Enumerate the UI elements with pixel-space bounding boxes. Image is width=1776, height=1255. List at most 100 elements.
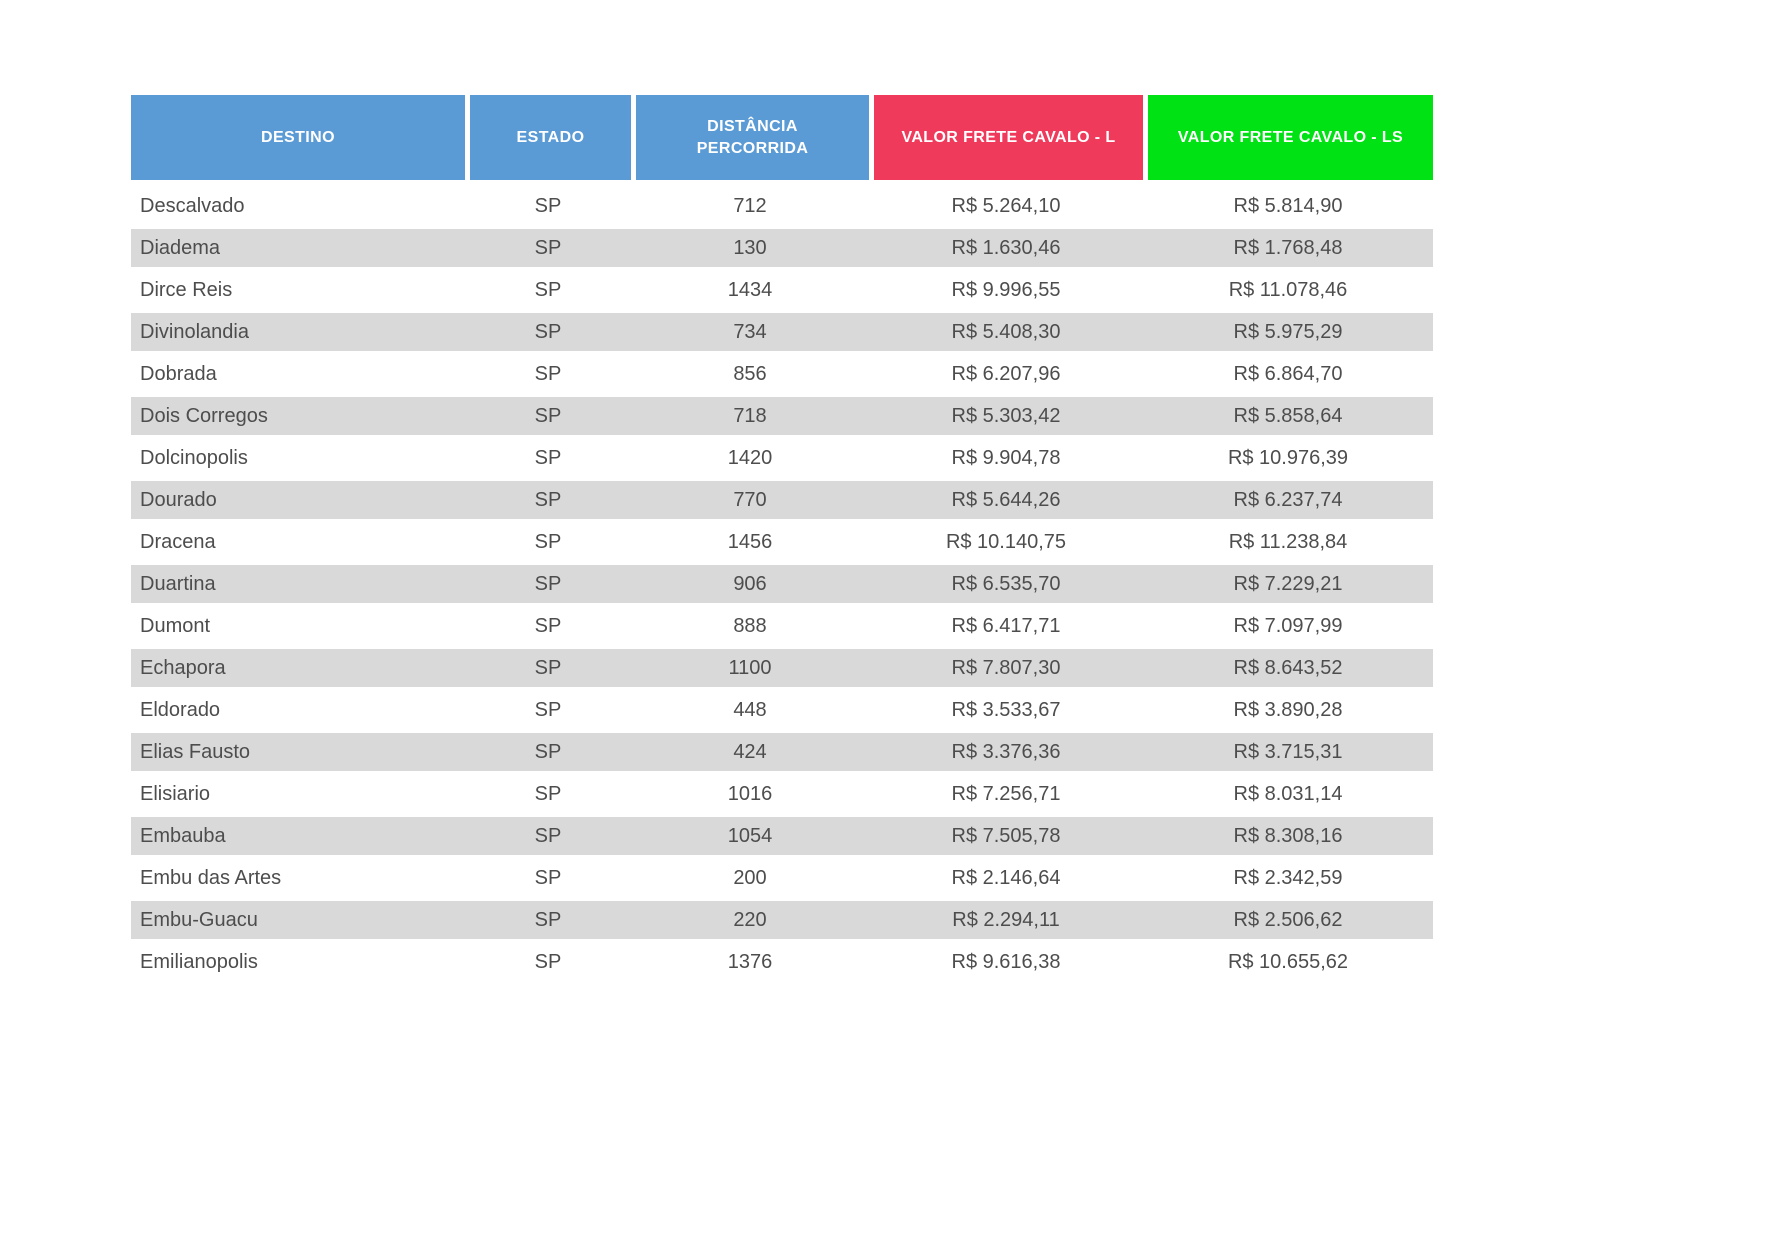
- freight-price-table: DESTINO ESTADO DISTÂNCIA PERCORRIDA VALO…: [131, 95, 1433, 983]
- cell-valor-ls: R$ 5.814,90: [1143, 185, 1433, 227]
- cell-estado: SP: [465, 857, 631, 899]
- cell-estado: SP: [465, 899, 631, 941]
- cell-valor-l: R$ 5.303,42: [869, 395, 1143, 437]
- cell-valor-l: R$ 6.535,70: [869, 563, 1143, 605]
- cell-distancia: 1420: [631, 437, 869, 479]
- cell-distancia: 734: [631, 311, 869, 353]
- cell-valor-ls: R$ 11.078,46: [1143, 269, 1433, 311]
- cell-destino: Embauba: [131, 815, 465, 857]
- cell-valor-ls: R$ 2.342,59: [1143, 857, 1433, 899]
- cell-valor-l: R$ 2.146,64: [869, 857, 1143, 899]
- cell-estado: SP: [465, 185, 631, 227]
- cell-estado: SP: [465, 311, 631, 353]
- cell-distancia: 220: [631, 899, 869, 941]
- cell-valor-l: R$ 1.630,46: [869, 227, 1143, 269]
- table-row: Diadema SP 130 R$ 1.630,46 R$ 1.768,48: [131, 227, 1433, 269]
- table-row: Divinolandia SP 734 R$ 5.408,30 R$ 5.975…: [131, 311, 1433, 353]
- table-row: Emilianopolis SP 1376 R$ 9.616,38 R$ 10.…: [131, 941, 1433, 983]
- cell-distancia: 906: [631, 563, 869, 605]
- cell-distancia: 1376: [631, 941, 869, 983]
- cell-distancia: 1054: [631, 815, 869, 857]
- header-valor-frete-cavalo-ls: VALOR FRETE CAVALO - LS: [1143, 95, 1433, 185]
- cell-distancia: 1434: [631, 269, 869, 311]
- cell-estado: SP: [465, 563, 631, 605]
- cell-estado: SP: [465, 815, 631, 857]
- table-row: Elias Fausto SP 424 R$ 3.376,36 R$ 3.715…: [131, 731, 1433, 773]
- cell-valor-l: R$ 3.376,36: [869, 731, 1143, 773]
- cell-valor-ls: R$ 6.237,74: [1143, 479, 1433, 521]
- cell-valor-ls: R$ 5.975,29: [1143, 311, 1433, 353]
- cell-destino: Eldorado: [131, 689, 465, 731]
- cell-distancia: 1456: [631, 521, 869, 563]
- table-body: Descalvado SP 712 R$ 5.264,10 R$ 5.814,9…: [131, 185, 1433, 983]
- table-row: Dobrada SP 856 R$ 6.207,96 R$ 6.864,70: [131, 353, 1433, 395]
- cell-valor-l: R$ 6.207,96: [869, 353, 1143, 395]
- header-valor-frete-cavalo-l: VALOR FRETE CAVALO - L: [869, 95, 1143, 185]
- table-row: Echapora SP 1100 R$ 7.807,30 R$ 8.643,52: [131, 647, 1433, 689]
- cell-valor-ls: R$ 5.858,64: [1143, 395, 1433, 437]
- cell-valor-l: R$ 5.644,26: [869, 479, 1143, 521]
- cell-destino: Dracena: [131, 521, 465, 563]
- cell-estado: SP: [465, 941, 631, 983]
- cell-valor-l: R$ 5.408,30: [869, 311, 1143, 353]
- cell-destino: Dumont: [131, 605, 465, 647]
- cell-valor-l: R$ 7.505,78: [869, 815, 1143, 857]
- cell-destino: Elias Fausto: [131, 731, 465, 773]
- table-row: Dracena SP 1456 R$ 10.140,75 R$ 11.238,8…: [131, 521, 1433, 563]
- table-row: Embauba SP 1054 R$ 7.505,78 R$ 8.308,16: [131, 815, 1433, 857]
- cell-destino: Echapora: [131, 647, 465, 689]
- table-row: Dourado SP 770 R$ 5.644,26 R$ 6.237,74: [131, 479, 1433, 521]
- cell-valor-ls: R$ 10.976,39: [1143, 437, 1433, 479]
- cell-destino: Dois Corregos: [131, 395, 465, 437]
- cell-destino: Dourado: [131, 479, 465, 521]
- table-row: Dois Corregos SP 718 R$ 5.303,42 R$ 5.85…: [131, 395, 1433, 437]
- table-row: Elisiario SP 1016 R$ 7.256,71 R$ 8.031,1…: [131, 773, 1433, 815]
- table-row: Embu das Artes SP 200 R$ 2.146,64 R$ 2.3…: [131, 857, 1433, 899]
- table-row: Duartina SP 906 R$ 6.535,70 R$ 7.229,21: [131, 563, 1433, 605]
- cell-valor-ls: R$ 3.890,28: [1143, 689, 1433, 731]
- cell-distancia: 770: [631, 479, 869, 521]
- cell-valor-l: R$ 9.616,38: [869, 941, 1143, 983]
- cell-estado: SP: [465, 773, 631, 815]
- cell-destino: Descalvado: [131, 185, 465, 227]
- cell-estado: SP: [465, 521, 631, 563]
- cell-distancia: 888: [631, 605, 869, 647]
- cell-valor-ls: R$ 8.643,52: [1143, 647, 1433, 689]
- cell-destino: Divinolandia: [131, 311, 465, 353]
- table-row: Embu-Guacu SP 220 R$ 2.294,11 R$ 2.506,6…: [131, 899, 1433, 941]
- cell-valor-ls: R$ 2.506,62: [1143, 899, 1433, 941]
- cell-valor-l: R$ 2.294,11: [869, 899, 1143, 941]
- cell-estado: SP: [465, 227, 631, 269]
- cell-destino: Diadema: [131, 227, 465, 269]
- cell-valor-l: R$ 10.140,75: [869, 521, 1143, 563]
- cell-valor-ls: R$ 10.655,62: [1143, 941, 1433, 983]
- cell-valor-ls: R$ 11.238,84: [1143, 521, 1433, 563]
- cell-distancia: 1100: [631, 647, 869, 689]
- cell-estado: SP: [465, 437, 631, 479]
- cell-valor-ls: R$ 8.031,14: [1143, 773, 1433, 815]
- cell-distancia: 1016: [631, 773, 869, 815]
- cell-valor-l: R$ 5.264,10: [869, 185, 1143, 227]
- table-row: Dumont SP 888 R$ 6.417,71 R$ 7.097,99: [131, 605, 1433, 647]
- cell-valor-ls: R$ 7.097,99: [1143, 605, 1433, 647]
- cell-estado: SP: [465, 689, 631, 731]
- cell-distancia: 200: [631, 857, 869, 899]
- table-row: Dirce Reis SP 1434 R$ 9.996,55 R$ 11.078…: [131, 269, 1433, 311]
- cell-destino: Duartina: [131, 563, 465, 605]
- cell-estado: SP: [465, 269, 631, 311]
- cell-valor-l: R$ 9.904,78: [869, 437, 1143, 479]
- table-row: Descalvado SP 712 R$ 5.264,10 R$ 5.814,9…: [131, 185, 1433, 227]
- cell-distancia: 718: [631, 395, 869, 437]
- cell-distancia: 130: [631, 227, 869, 269]
- cell-destino: Dobrada: [131, 353, 465, 395]
- header-estado: ESTADO: [465, 95, 631, 185]
- table-row: Eldorado SP 448 R$ 3.533,67 R$ 3.890,28: [131, 689, 1433, 731]
- cell-distancia: 448: [631, 689, 869, 731]
- cell-estado: SP: [465, 647, 631, 689]
- cell-estado: SP: [465, 479, 631, 521]
- cell-valor-ls: R$ 6.864,70: [1143, 353, 1433, 395]
- cell-destino: Elisiario: [131, 773, 465, 815]
- cell-destino: Dirce Reis: [131, 269, 465, 311]
- cell-estado: SP: [465, 731, 631, 773]
- header-destino: DESTINO: [131, 95, 465, 185]
